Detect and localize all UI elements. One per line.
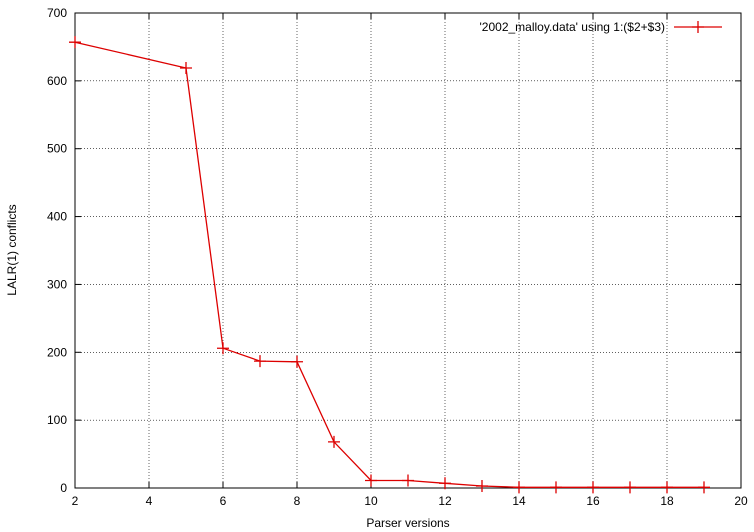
- data-point-marker: [180, 61, 192, 74]
- series-layer: [69, 36, 710, 494]
- series-0: [69, 36, 710, 494]
- x-tick-label: 20: [734, 494, 748, 508]
- legend-label: '2002_malloy.data' using 1:($2+$3): [480, 20, 665, 34]
- plot-frame: [74, 12, 742, 489]
- data-point-marker: [698, 481, 710, 494]
- y-tick-label: 700: [47, 6, 67, 20]
- x-tick-label: 10: [364, 494, 378, 508]
- y-axis-title: LALR(1) conflicts: [5, 204, 19, 295]
- x-tick-label: 18: [660, 494, 674, 508]
- data-point-marker: [513, 481, 525, 494]
- y-tick-label: 200: [47, 345, 67, 359]
- data-point-marker: [328, 435, 340, 448]
- x-tick-label: 16: [586, 494, 600, 508]
- grid: [75, 13, 741, 488]
- data-point-marker: [365, 474, 377, 487]
- x-tick-label: 8: [294, 494, 301, 508]
- y-tick-label: 300: [47, 277, 67, 291]
- y-tick-label: 500: [47, 142, 67, 156]
- data-point-marker: [587, 481, 599, 494]
- data-point-marker: [291, 355, 303, 368]
- data-point-marker: [402, 474, 414, 487]
- data-point-marker: [476, 479, 488, 492]
- x-tick-labels: 2 4 6 8 10 12 14 16 18 20: [72, 494, 748, 508]
- data-point-marker: [217, 342, 229, 355]
- data-point-marker: [439, 477, 451, 490]
- x-tick-label: 6: [220, 494, 227, 508]
- ticks: [74, 12, 742, 489]
- data-point-marker: [661, 481, 673, 494]
- data-point-marker: [254, 355, 266, 368]
- legend: '2002_malloy.data' using 1:($2+$3): [480, 20, 722, 34]
- x-tick-label: 12: [438, 494, 452, 508]
- y-tick-label: 0: [60, 481, 67, 495]
- legend-marker: [692, 21, 704, 33]
- y-tick-labels: 0 100 200 300 400 500 600 700: [47, 6, 67, 495]
- y-tick-label: 400: [47, 210, 67, 224]
- data-point-marker: [69, 36, 81, 49]
- x-tick-label: 2: [72, 494, 79, 508]
- x-tick-label: 4: [146, 494, 153, 508]
- y-tick-label: 100: [47, 413, 67, 427]
- data-point-marker: [624, 481, 636, 494]
- y-tick-label: 600: [47, 74, 67, 88]
- data-point-marker: [550, 481, 562, 494]
- series-line: [74, 41, 704, 488]
- x-axis-title: Parser versions: [366, 516, 449, 530]
- x-tick-label: 14: [512, 494, 526, 508]
